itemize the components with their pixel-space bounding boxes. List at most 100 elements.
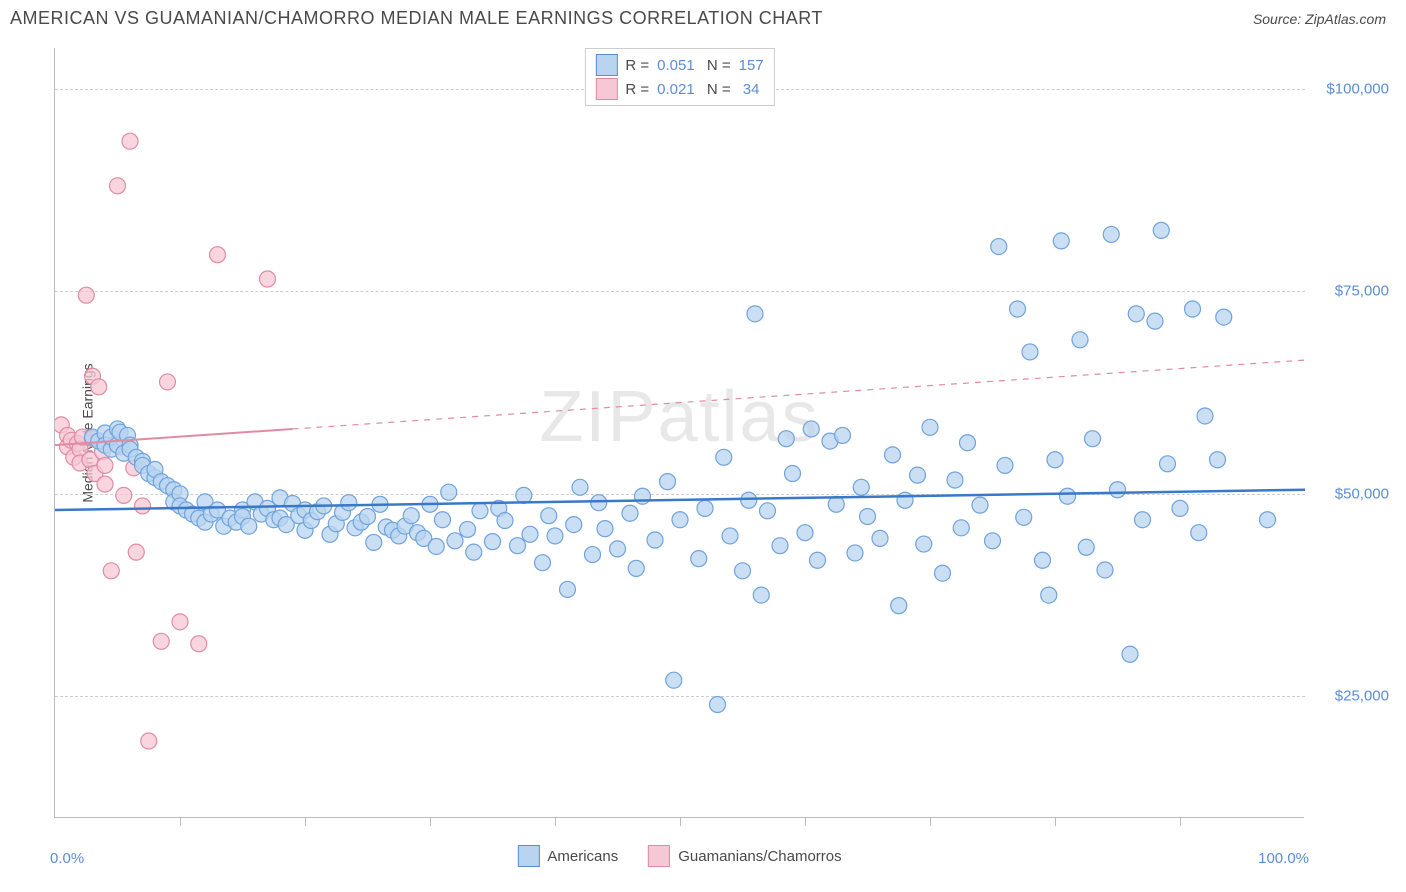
data-point	[985, 533, 1001, 549]
x-tick	[805, 817, 806, 826]
data-point	[1172, 500, 1188, 516]
series-legend-item: Americans	[517, 845, 618, 867]
data-point	[191, 636, 207, 652]
data-point	[1060, 488, 1076, 504]
series-legend-item: Guamanians/Chamorros	[648, 845, 841, 867]
data-point	[78, 287, 94, 303]
data-point	[760, 503, 776, 519]
data-point	[847, 545, 863, 561]
data-point	[828, 496, 844, 512]
data-point	[97, 476, 113, 492]
data-point	[972, 497, 988, 513]
data-point	[122, 133, 138, 149]
data-point	[853, 479, 869, 495]
data-point	[522, 526, 538, 542]
y-tick-label: $50,000	[1335, 485, 1389, 502]
data-point	[360, 508, 376, 524]
data-point	[753, 587, 769, 603]
data-point	[747, 306, 763, 322]
data-point	[403, 508, 419, 524]
series-legend-label: Guamanians/Chamorros	[678, 848, 841, 865]
data-point	[1128, 306, 1144, 322]
data-point	[535, 555, 551, 571]
data-point	[441, 484, 457, 500]
data-point	[472, 503, 488, 519]
data-point	[997, 457, 1013, 473]
y-tick-label: $75,000	[1335, 283, 1389, 300]
x-tick	[680, 817, 681, 826]
chart-header: AMERICAN VS GUAMANIAN/CHAMORRO MEDIAN MA…	[0, 0, 1406, 37]
data-point	[116, 487, 132, 503]
data-point	[366, 534, 382, 550]
series-legend-label: Americans	[547, 848, 618, 865]
data-point	[1110, 482, 1126, 498]
x-tick	[1055, 817, 1056, 826]
data-point	[710, 697, 726, 713]
data-point	[1260, 512, 1276, 528]
data-point	[260, 271, 276, 287]
data-point	[1085, 431, 1101, 447]
x-tick	[1180, 817, 1181, 826]
data-point	[916, 536, 932, 552]
data-point	[885, 447, 901, 463]
data-point	[1016, 509, 1032, 525]
data-point	[1041, 587, 1057, 603]
data-point	[991, 239, 1007, 255]
data-point	[110, 178, 126, 194]
legend-n-value: 34	[739, 81, 760, 98]
data-point	[141, 733, 157, 749]
data-point	[797, 525, 813, 541]
data-point	[891, 598, 907, 614]
data-point	[435, 512, 451, 528]
stats-legend-row: R = 0.021 N = 34	[595, 77, 763, 101]
data-point	[172, 614, 188, 630]
x-axis-max-label: 100.0%	[1258, 850, 1309, 867]
data-point	[647, 532, 663, 548]
data-point	[666, 672, 682, 688]
data-point	[1010, 301, 1026, 317]
x-tick	[180, 817, 181, 826]
data-point	[566, 517, 582, 533]
data-point	[785, 466, 801, 482]
data-point	[1047, 452, 1063, 468]
data-point	[497, 513, 513, 529]
data-point	[447, 533, 463, 549]
data-point	[835, 427, 851, 443]
data-point	[860, 508, 876, 524]
y-tick-label: $25,000	[1335, 688, 1389, 705]
data-point	[935, 565, 951, 581]
data-point	[1185, 301, 1201, 317]
series-legend: Americans Guamanians/Chamorros	[517, 845, 841, 867]
legend-swatch-icon	[648, 845, 670, 867]
data-point	[803, 421, 819, 437]
data-point	[1160, 456, 1176, 472]
data-point	[1122, 646, 1138, 662]
x-tick	[430, 817, 431, 826]
data-point	[947, 472, 963, 488]
data-point	[622, 505, 638, 521]
data-point	[1097, 562, 1113, 578]
scatter-plot-svg	[55, 48, 1305, 818]
data-point	[591, 495, 607, 511]
x-axis-min-label: 0.0%	[50, 850, 84, 867]
data-point	[516, 487, 532, 503]
trend-line	[55, 490, 1305, 510]
legend-n-label: N =	[703, 57, 731, 74]
data-point	[153, 633, 169, 649]
data-point	[722, 528, 738, 544]
data-point	[560, 581, 576, 597]
data-point	[1210, 452, 1226, 468]
data-point	[635, 488, 651, 504]
trend-line-dashed	[293, 360, 1306, 429]
data-point	[610, 541, 626, 557]
data-point	[741, 492, 757, 508]
plot-area: ZIPatlas R = 0.051 N = 157 R = 0.021 N =…	[54, 48, 1304, 818]
data-point	[103, 563, 119, 579]
data-point	[910, 467, 926, 483]
data-point	[91, 379, 107, 395]
data-point	[1072, 332, 1088, 348]
data-point	[691, 551, 707, 567]
data-point	[585, 547, 601, 563]
data-point	[97, 457, 113, 473]
data-point	[810, 552, 826, 568]
